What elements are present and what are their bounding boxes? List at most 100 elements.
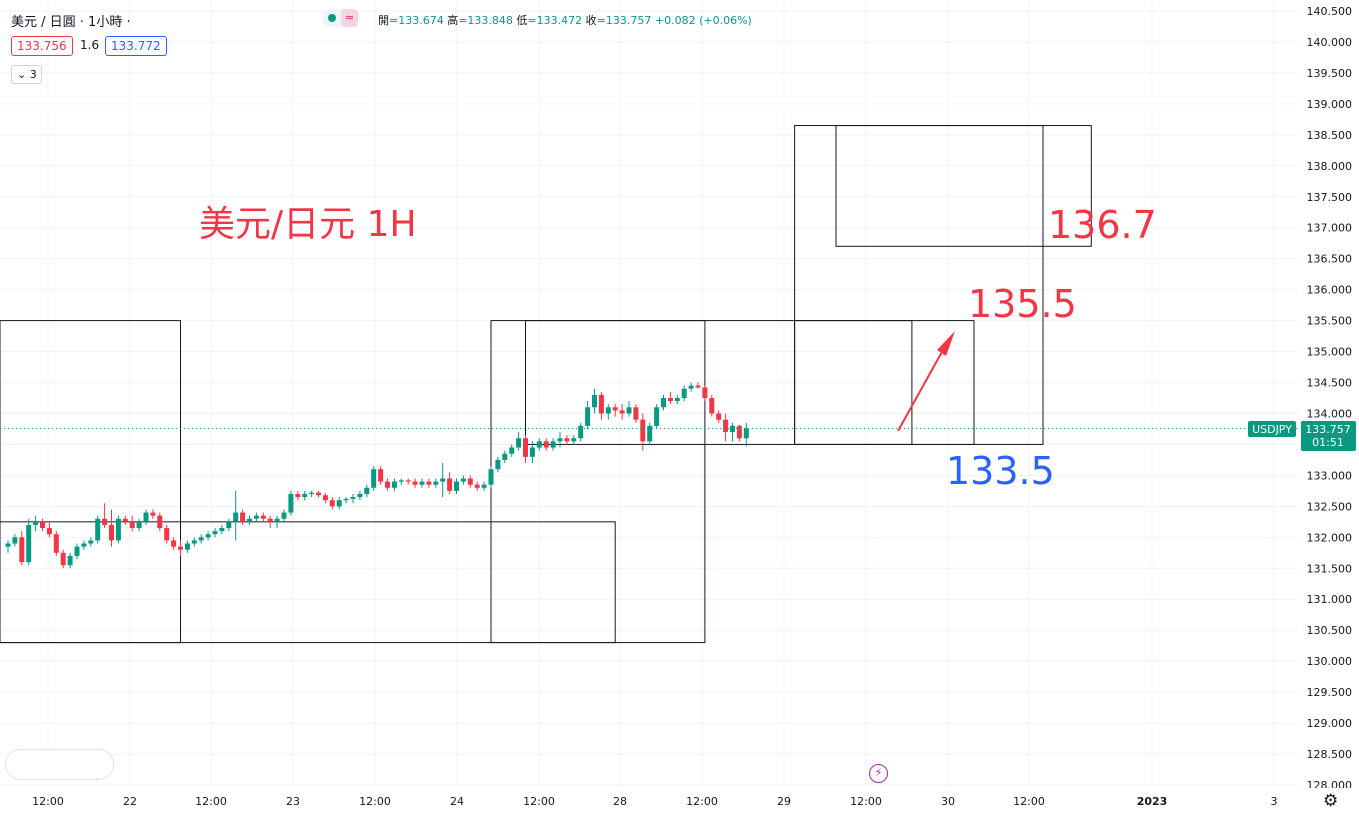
- time-tick-label: 30: [941, 795, 955, 808]
- symbol-label-box: [1248, 421, 1296, 437]
- candle-body: [33, 521, 39, 525]
- time-tick-label: 12:00: [523, 795, 555, 808]
- time-tick-label: 24: [450, 795, 464, 808]
- price-tick-label: 135.500: [1307, 315, 1353, 328]
- price-tick-label: 138.500: [1307, 129, 1353, 142]
- candle-body: [502, 453, 508, 460]
- price-tick-label: 137.500: [1307, 191, 1353, 204]
- time-axis[interactable]: 12:00 22 12:00 23 12:00 24 12:00 28 12:00 29 12:00…: [0, 788, 1359, 813]
- drawn-rectangle: [794, 320, 913, 445]
- candle-body: [74, 546, 80, 556]
- wave-icon: ≈: [341, 9, 358, 27]
- candle-body: [391, 481, 397, 488]
- symbol-title[interactable]: 美元 / 日圓 · 1小時 ·: [11, 15, 131, 30]
- lightning-icon[interactable]: ⚡: [869, 764, 888, 783]
- candle-body: [12, 537, 18, 544]
- time-tick-label: 12:00: [32, 795, 64, 808]
- price-annotation: 135.5: [968, 282, 1077, 326]
- buy-button[interactable]: 133.772: [105, 36, 167, 56]
- candle-body: [454, 481, 459, 491]
- candle-body: [592, 394, 597, 408]
- candle-body: [329, 500, 335, 507]
- price-tick-label: 130.000: [1307, 655, 1353, 668]
- candle-body: [219, 528, 225, 532]
- candle-body: [626, 407, 632, 414]
- candle-body: [723, 419, 729, 433]
- indicator-count: 3: [29, 68, 37, 81]
- market-open-dot-icon: [328, 14, 336, 22]
- candle-body: [233, 512, 239, 522]
- candle-body: [357, 493, 363, 498]
- gear-icon[interactable]: ⚙: [1323, 791, 1339, 811]
- current-price: 133.757: [1305, 423, 1351, 436]
- candle-body: [674, 398, 680, 402]
- price-tick-label: 139.000: [1307, 98, 1353, 111]
- price-tick-label: 130.500: [1307, 624, 1353, 637]
- candle-body: [67, 555, 73, 566]
- low-label: 低: [516, 14, 528, 27]
- candle-body: [102, 518, 108, 525]
- spread-value: 1.6: [80, 38, 100, 52]
- candle-body: [481, 484, 487, 488]
- candle-body: [136, 521, 142, 529]
- candle-body: [661, 398, 666, 408]
- candle-series: [5, 382, 749, 569]
- symbol-label: USDJPY: [1252, 423, 1292, 436]
- market-status[interactable]: ≈: [322, 9, 360, 27]
- bar-countdown: 01:51: [1312, 436, 1344, 449]
- candle-body: [695, 385, 701, 388]
- candle-body: [516, 438, 522, 448]
- open-label: 開: [378, 14, 389, 27]
- candle-body: [164, 528, 170, 541]
- pane-controls[interactable]: [5, 749, 114, 780]
- candle-body: [585, 407, 591, 426]
- open-value: =133.674: [389, 14, 444, 27]
- candle-body: [26, 524, 32, 563]
- low-value: =133.472: [527, 14, 583, 27]
- price-axis[interactable]: 140.500 140.000 139.500 139.000 138.500 138.0…: [1298, 0, 1359, 813]
- candle-body: [440, 478, 446, 482]
- candle-body: [654, 407, 660, 426]
- candle-body: [371, 469, 377, 488]
- change-value: +0.082 (+0.06%): [654, 14, 752, 27]
- candle-body: [316, 492, 321, 496]
- candle-body: [122, 518, 128, 522]
- candle-body: [336, 500, 342, 507]
- time-tick-label: 28: [613, 795, 627, 808]
- candle-body: [178, 546, 183, 550]
- current-price-box: [1301, 421, 1356, 451]
- candle-body: [53, 534, 59, 553]
- candle-body: [523, 438, 528, 457]
- candle-body: [619, 410, 625, 414]
- ohlc-values: 開=133.674 高=133.848 低=133.472 收=133.757 …: [378, 12, 752, 28]
- close-label: 收: [585, 14, 597, 27]
- candle-body: [157, 515, 163, 529]
- price-tick-label: 129.500: [1307, 686, 1353, 699]
- candle-body: [309, 492, 315, 494]
- candle-body: [681, 388, 687, 398]
- indicators-toggle[interactable]: ⌄ 3: [11, 65, 42, 84]
- candle-body: [198, 537, 204, 541]
- candle-body: [488, 469, 494, 485]
- candle-body: [612, 407, 618, 411]
- candle-body: [260, 515, 266, 519]
- candle-body: [240, 512, 246, 522]
- price-tick-label: 138.000: [1307, 160, 1353, 173]
- candle-body: [647, 425, 653, 442]
- sell-button[interactable]: 133.756: [11, 36, 73, 56]
- candle-body: [40, 521, 45, 529]
- price-tick-label: 134.500: [1307, 377, 1353, 390]
- candle-body: [171, 540, 177, 547]
- candle-body: [295, 493, 301, 498]
- candle-body: [550, 441, 556, 448]
- time-tick-label: 12:00: [686, 795, 718, 808]
- price-tick-label: 135.000: [1307, 346, 1353, 359]
- candle-body: [598, 394, 604, 414]
- grid-lines: [0, 0, 1298, 788]
- candle-body: [226, 521, 232, 529]
- candle-body: [19, 537, 25, 563]
- price-tick-label: 140.000: [1307, 36, 1353, 49]
- candle-body: [184, 543, 190, 550]
- price-tick-label: 137.000: [1307, 222, 1353, 235]
